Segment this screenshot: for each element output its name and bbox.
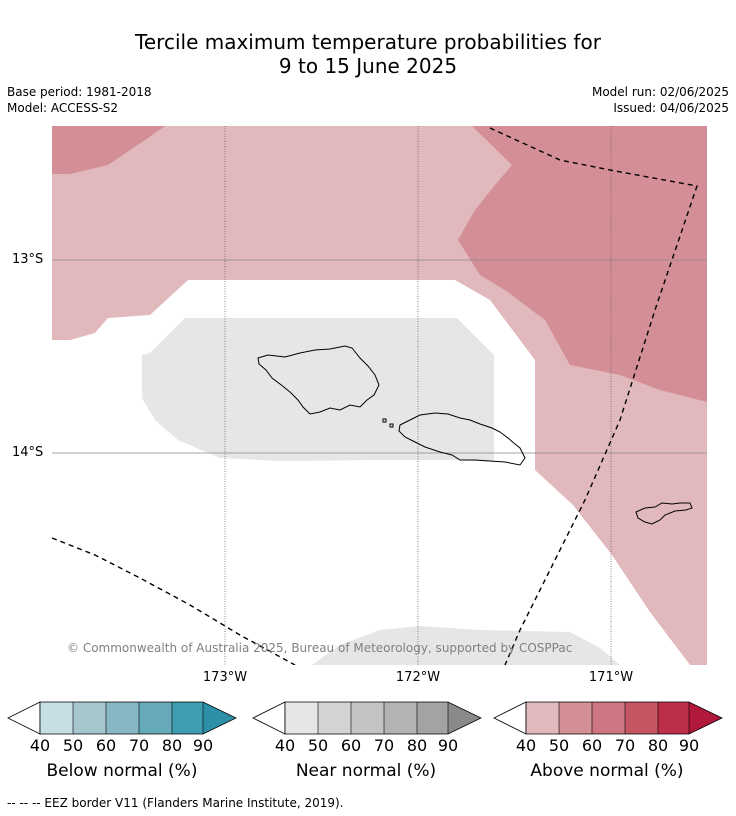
chart-title: Tercile maximum temperature probabilitie… bbox=[0, 30, 736, 78]
upolu-island bbox=[398, 412, 526, 466]
near-tick-60: 60 bbox=[340, 736, 362, 755]
title-line-1: Tercile maximum temperature probabilitie… bbox=[135, 30, 601, 54]
lat-label-14s: 14°S bbox=[12, 445, 44, 460]
lon-label-172w: 172°W bbox=[395, 670, 441, 685]
near-tick-80: 80 bbox=[406, 736, 428, 755]
colorbar-below-outline bbox=[39, 701, 237, 735]
colorbar-near-outline bbox=[284, 701, 482, 735]
colorbar-above-seg-1 bbox=[526, 702, 559, 734]
colorbar-near-seg-1 bbox=[285, 702, 318, 734]
above-normal-label: Above normal (%) bbox=[530, 761, 684, 781]
near-tick-90: 90 bbox=[437, 736, 459, 755]
eez-border-northeast bbox=[489, 127, 698, 665]
meta-left: Base period: 1981-2018 Model: ACCESS-S2 bbox=[7, 84, 152, 116]
meta-right: Model run: 02/06/2025 Issued: 04/06/2025 bbox=[592, 84, 729, 116]
colorbar-above-dividers bbox=[558, 702, 690, 734]
colorbar-near-dividers bbox=[317, 702, 449, 734]
model-name: Model: ACCESS-S2 bbox=[7, 101, 119, 115]
colorbar-above bbox=[493, 701, 723, 735]
near-tick-50: 50 bbox=[307, 736, 329, 755]
above-tick-60: 60 bbox=[581, 736, 603, 755]
near-tick-70: 70 bbox=[373, 736, 395, 755]
below-tick-50: 50 bbox=[62, 736, 84, 755]
colorbar-below-seg-5 bbox=[172, 702, 203, 734]
above-tick-90: 90 bbox=[678, 736, 700, 755]
apolima-islet bbox=[389, 423, 394, 428]
eez-footnote: -- -- -- EEZ border V11 (Flanders Marine… bbox=[7, 796, 344, 810]
above-tick-80: 80 bbox=[647, 736, 669, 755]
colorbar-below-min-arrow bbox=[7, 701, 41, 735]
manono-islet bbox=[382, 418, 387, 423]
colorbar-above-seg-4 bbox=[625, 702, 658, 734]
colorbar-above-min-arrow bbox=[493, 701, 527, 735]
below-tick-40: 40 bbox=[29, 736, 51, 755]
colorbar-near-seg-3 bbox=[351, 702, 384, 734]
colorbar-near-seg-5 bbox=[417, 702, 448, 734]
issued-date: Issued: 04/06/2025 bbox=[613, 101, 729, 115]
tutuila-island bbox=[635, 502, 693, 525]
below-tick-60: 60 bbox=[95, 736, 117, 755]
colorbar-above-seg-2 bbox=[559, 702, 592, 734]
below-tick-90: 90 bbox=[192, 736, 214, 755]
colorbar-above-seg-5 bbox=[658, 702, 689, 734]
colorbar-above-max-arrow bbox=[689, 702, 722, 734]
near-tick-40: 40 bbox=[274, 736, 296, 755]
below-normal-label: Below normal (%) bbox=[46, 761, 198, 781]
above-tick-40: 40 bbox=[515, 736, 537, 755]
lon-label-171w: 171°W bbox=[588, 670, 634, 685]
colorbar-near-seg-2 bbox=[318, 702, 351, 734]
savaii-island bbox=[257, 345, 380, 415]
colorbar-below-seg-4 bbox=[139, 702, 172, 734]
colorbar-below-seg-2 bbox=[73, 702, 106, 734]
colorbar-near-seg-4 bbox=[384, 702, 417, 734]
colorbar-near-min-arrow bbox=[252, 701, 286, 735]
eez-border-southwest bbox=[52, 537, 296, 665]
colorbar-below bbox=[7, 701, 237, 735]
colorbar-near-max-arrow bbox=[448, 702, 481, 734]
near-normal-50-region-south bbox=[312, 626, 620, 665]
above-tick-50: 50 bbox=[548, 736, 570, 755]
colorbar-above-outline bbox=[525, 701, 723, 735]
below-tick-80: 80 bbox=[161, 736, 183, 755]
lon-label-173w: 173°W bbox=[202, 670, 248, 685]
above-tick-70: 70 bbox=[614, 736, 636, 755]
above-normal-60-region-west bbox=[52, 126, 165, 174]
near-normal-50-region bbox=[142, 318, 494, 462]
lat-label-13s: 13°S bbox=[12, 252, 44, 267]
copyright-notice: © Commonwealth of Australia 2025, Bureau… bbox=[67, 641, 573, 655]
colorbar-below-max-arrow bbox=[203, 702, 236, 734]
colorbar-below-seg-1 bbox=[40, 702, 73, 734]
colorbar-near bbox=[252, 701, 482, 735]
near-normal-label: Near normal (%) bbox=[295, 761, 437, 781]
model-run: Model run: 02/06/2025 bbox=[591, 85, 729, 99]
base-period: Base period: 1981-2018 bbox=[7, 85, 152, 99]
colorbar-below-seg-3 bbox=[106, 702, 139, 734]
above-normal-60-region-east bbox=[458, 126, 707, 402]
title-line-2: 9 to 15 June 2025 bbox=[278, 54, 458, 78]
below-tick-70: 70 bbox=[128, 736, 150, 755]
colorbar-below-dividers bbox=[72, 702, 204, 734]
colorbar-above-seg-3 bbox=[592, 702, 625, 734]
